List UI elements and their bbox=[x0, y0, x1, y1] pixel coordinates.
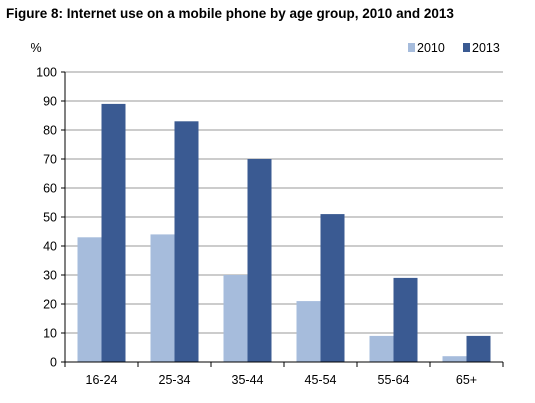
y-tick-labels: 0 10 20 30 40 50 60 70 80 90 100 bbox=[36, 66, 57, 370]
y-axis-label: % bbox=[30, 41, 41, 55]
bar-2013-16-24 bbox=[101, 103, 126, 363]
x-tick-label: 65+ bbox=[456, 373, 477, 387]
legend-swatch-2010 bbox=[408, 43, 415, 52]
y-tick-label: 100 bbox=[36, 66, 57, 80]
axes bbox=[61, 71, 504, 367]
bars bbox=[77, 103, 491, 363]
bar-2010-16-24 bbox=[77, 237, 102, 362]
y-tick-label: 20 bbox=[43, 298, 57, 312]
bar-2013-65+ bbox=[466, 335, 491, 362]
chart-title: Figure 8: Internet use on a mobile phone… bbox=[6, 6, 454, 21]
x-tick-label: 45-54 bbox=[305, 373, 337, 387]
gridlines bbox=[65, 71, 503, 334]
bar-2010-45-54 bbox=[296, 301, 321, 362]
x-tick-label: 25-34 bbox=[159, 373, 191, 387]
y-tick-label: 90 bbox=[43, 95, 57, 109]
x-tick-labels: 16-24 25-34 35-44 45-54 55-64 65+ bbox=[86, 373, 478, 387]
y-tick-label: 40 bbox=[43, 240, 57, 254]
y-tick-label: 80 bbox=[43, 124, 57, 138]
y-tick-label: 0 bbox=[50, 356, 57, 370]
y-tick-label: 70 bbox=[43, 153, 57, 167]
bar-2013-55-64 bbox=[393, 277, 418, 362]
bar-2010-25-34 bbox=[150, 234, 175, 362]
bar-2010-65+ bbox=[442, 356, 467, 362]
x-tick-label: 35-44 bbox=[232, 373, 264, 387]
y-tick-label: 60 bbox=[43, 182, 57, 196]
x-tick-label: 55-64 bbox=[378, 373, 410, 387]
bar-2010-55-64 bbox=[369, 335, 394, 362]
bar-2013-25-34 bbox=[174, 121, 199, 362]
bar-2013-45-54 bbox=[320, 214, 345, 362]
bar-2013-35-44 bbox=[247, 159, 272, 362]
x-tick-label: 16-24 bbox=[86, 373, 118, 387]
legend-label-2013: 2013 bbox=[472, 41, 500, 55]
legend: 2010 2013 bbox=[408, 41, 500, 55]
y-tick-label: 30 bbox=[43, 269, 57, 283]
bar-2010-35-44 bbox=[223, 275, 248, 362]
y-tick-label: 10 bbox=[43, 327, 57, 341]
legend-label-2010: 2010 bbox=[417, 41, 445, 55]
y-tick-label: 50 bbox=[43, 211, 57, 225]
legend-swatch-2013 bbox=[463, 43, 470, 52]
